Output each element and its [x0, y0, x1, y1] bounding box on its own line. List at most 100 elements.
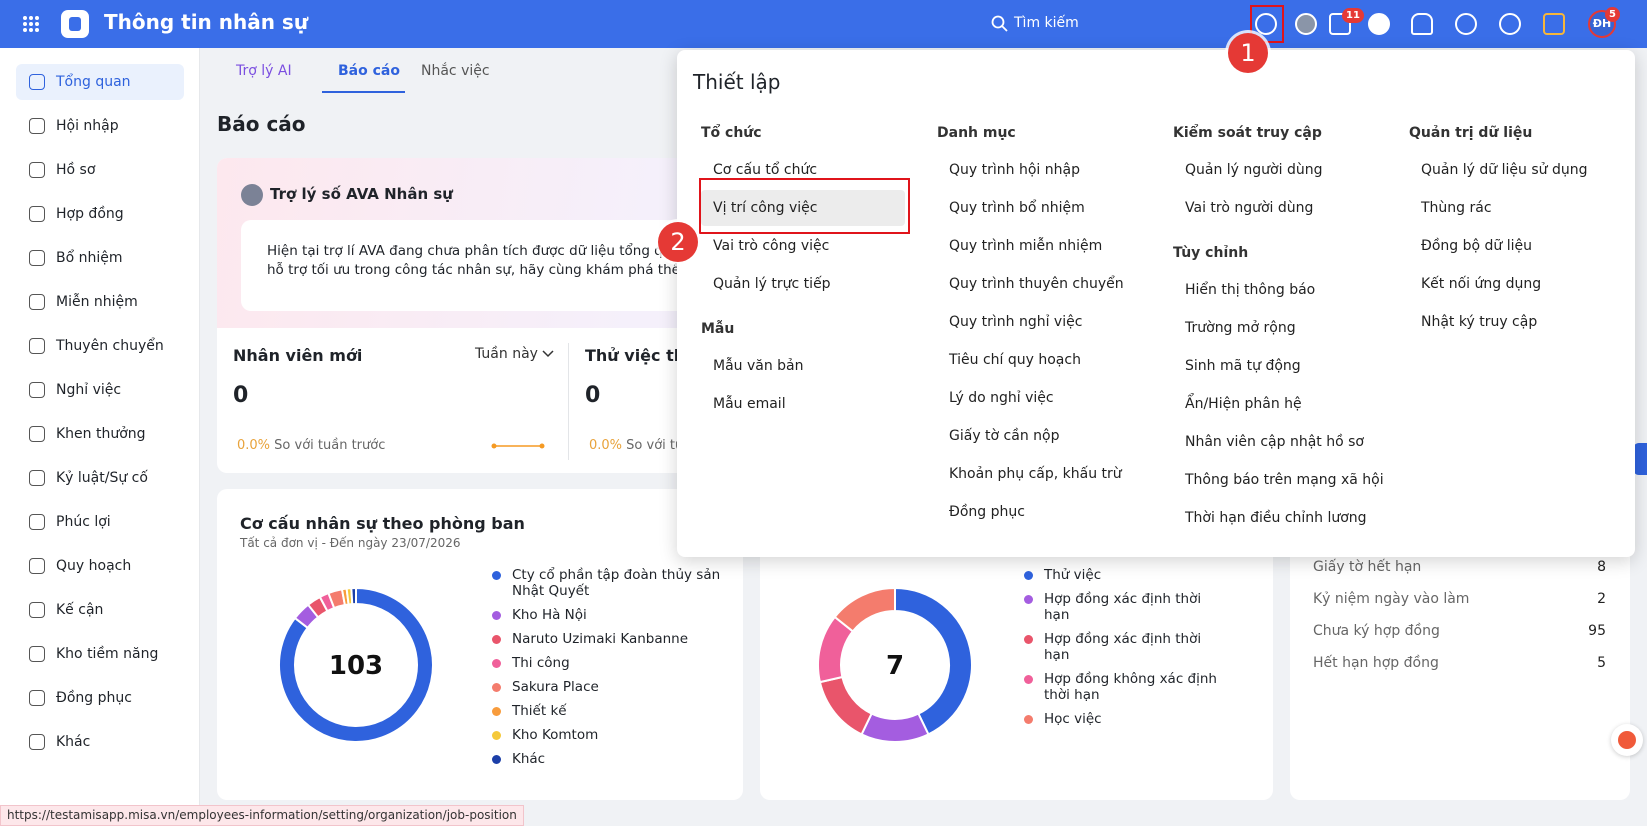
menu-item[interactable]: Thông báo trên mạng xã hội: [1185, 472, 1384, 488]
period-select[interactable]: Tuần này: [475, 346, 554, 362]
tab[interactable]: Báo cáo: [338, 63, 400, 79]
donut-total: 7: [886, 651, 904, 681]
sidebar-item[interactable]: Bổ nhiệm: [16, 240, 184, 276]
menu-item[interactable]: Thùng rác: [1421, 200, 1492, 216]
reminder-label: Chưa ký hợp đồng: [1313, 623, 1440, 639]
menu-item[interactable]: Quản lý trực tiếp: [713, 276, 831, 292]
top-bar: Thông tin nhân sự Tìm kiếm 11 ĐH 5: [0, 0, 1647, 48]
help-icon[interactable]: [1455, 13, 1477, 35]
apps-shortcut-icon[interactable]: [1329, 13, 1351, 35]
search-icon[interactable]: [991, 15, 1009, 33]
sidebar-label: Nghỉ việc: [56, 382, 122, 398]
sidebar-item[interactable]: Quy hoạch: [16, 548, 184, 584]
tab[interactable]: Trợ lý AI: [236, 63, 292, 79]
more-icon[interactable]: [1499, 13, 1521, 35]
sidebar-item[interactable]: Nghỉ việc: [16, 372, 184, 408]
legend-swatch: [1024, 571, 1033, 580]
menu-item[interactable]: Hiển thị thông báo: [1185, 282, 1316, 298]
legend-swatch: [492, 731, 501, 740]
chat-icon[interactable]: [1368, 13, 1390, 35]
user-avatar-icon[interactable]: [1295, 13, 1317, 35]
menu-item[interactable]: Sinh mã tự động: [1185, 358, 1301, 374]
menu-item[interactable]: Quản lý người dùng: [1185, 162, 1323, 178]
menu-item[interactable]: Tiêu chí quy hoạch: [949, 352, 1081, 368]
menu-item[interactable]: Nhân viên cập nhật hồ sơ: [1185, 434, 1364, 450]
sidebar-item[interactable]: Hồ sơ: [16, 152, 184, 188]
menu-item[interactable]: Thời hạn điều chỉnh lương: [1185, 510, 1367, 526]
sidebar-icon: [29, 602, 45, 618]
sidebar-label: Bổ nhiệm: [56, 250, 123, 266]
legend-swatch: [492, 611, 501, 620]
sidebar-item[interactable]: Miễn nhiệm: [16, 284, 184, 320]
menu-column: Tổ chức Cơ cấu tổ chức Vị trí công việc Vai…: [701, 115, 931, 423]
legend-label: Học việc: [1044, 711, 1102, 727]
menu-item[interactable]: Vai trò người dùng: [1185, 200, 1314, 216]
menu-item[interactable]: Vai trò công việc: [713, 238, 830, 254]
menu-item[interactable]: Mẫu email: [713, 396, 786, 412]
legend-item: Hợp đồng không xác định thời hạn: [1024, 671, 1224, 703]
menu-item[interactable]: Quản lý dữ liệu sử dụng: [1421, 162, 1588, 178]
sidebar-label: Đồng phục: [56, 690, 132, 706]
sidebar-label: Kế cận: [56, 602, 104, 618]
menu-item[interactable]: Vị trí công việc: [701, 190, 905, 226]
stat-change: 0.0% So với tu: [589, 438, 683, 453]
reward-icon[interactable]: [1543, 13, 1565, 35]
menu-item[interactable]: Lý do nghỉ việc: [949, 390, 1054, 406]
reminder-label: Giấy tờ hết hạn: [1313, 559, 1422, 575]
sidebar-item[interactable]: Hợp đồng: [16, 196, 184, 232]
menu-item[interactable]: Ẩn/Hiện phân hệ: [1185, 396, 1302, 412]
donut-chart: 103: [278, 586, 434, 743]
bell-icon[interactable]: [1411, 13, 1433, 35]
sidebar-item[interactable]: Phúc lợi: [16, 504, 184, 540]
menu-item[interactable]: Đồng phục: [949, 504, 1025, 520]
menu-item[interactable]: Quy trình thuyên chuyển: [949, 276, 1124, 292]
donut-slice: [894, 586, 973, 736]
side-panel-toggle[interactable]: [1633, 443, 1647, 475]
legend-swatch: [492, 571, 501, 580]
menu-item[interactable]: Kết nối ứng dụng: [1421, 276, 1542, 292]
menu-item[interactable]: Đồng bộ dữ liệu: [1421, 238, 1533, 254]
menu-item[interactable]: Quy trình nghỉ việc: [949, 314, 1083, 330]
menu-item[interactable]: Giấy tờ cần nộp: [949, 428, 1060, 444]
apps-icon[interactable]: [22, 15, 40, 33]
menu-item[interactable]: Quy trình bổ nhiệm: [949, 200, 1085, 216]
period-label: Tuần này: [475, 346, 538, 362]
sidebar-item[interactable]: Khen thưởng: [16, 416, 184, 452]
menu-heading: Mẫu: [701, 321, 735, 337]
menu-item[interactable]: Trường mở rộng: [1185, 320, 1296, 336]
sidebar-icon: [29, 338, 45, 354]
menu-title: Thiết lập: [693, 70, 781, 94]
sidebar-item[interactable]: Tổng quan: [16, 64, 184, 100]
menu-item[interactable]: Cơ cấu tổ chức: [713, 162, 818, 178]
sidebar-item[interactable]: Kỷ luật/Sự cố: [16, 460, 184, 496]
sidebar-icon: [29, 294, 45, 310]
reminder-count: 8: [1597, 559, 1606, 575]
tab[interactable]: Nhắc việc: [421, 63, 490, 79]
assistant-button[interactable]: [1611, 724, 1643, 756]
menu-item[interactable]: Nhật ký truy cập: [1421, 314, 1538, 330]
menu-heading: Quản trị dữ liệu: [1409, 125, 1533, 141]
app-title: Thông tin nhân sự: [104, 10, 309, 34]
menu-item[interactable]: Quy trình hội nhập: [949, 162, 1080, 178]
menu-item[interactable]: Mẫu văn bản: [713, 358, 804, 374]
settings-menu: Thiết lập Tổ chức Cơ cấu tổ chức Vị trí cô…: [677, 50, 1635, 557]
settings-icon[interactable]: [1255, 13, 1277, 35]
user-avatar[interactable]: ĐH: [1588, 10, 1616, 38]
sidebar-label: Kỷ luật/Sự cố: [56, 470, 148, 486]
donut-slice: [833, 586, 896, 633]
sidebar-item[interactable]: Kế cận: [16, 592, 184, 628]
sidebar-label: Kho tiềm năng: [56, 646, 159, 662]
sidebar-item[interactable]: Khác: [16, 724, 184, 760]
sidebar-item[interactable]: Thuyên chuyển: [16, 328, 184, 364]
search-box[interactable]: Tìm kiếm: [1014, 15, 1079, 31]
legend-item: Thiết kế: [492, 703, 722, 719]
sidebar-label: Khen thưởng: [56, 426, 146, 442]
sidebar-item[interactable]: Kho tiềm năng: [16, 636, 184, 672]
sidebar-item[interactable]: Hội nhập: [16, 108, 184, 144]
legend-item: Học việc: [1024, 711, 1224, 727]
stat-change: 0.0% So với tuần trước: [237, 438, 385, 453]
menu-item[interactable]: Quy trình miễn nhiệm: [949, 238, 1103, 254]
sidebar-item[interactable]: Đồng phục: [16, 680, 184, 716]
menu-item[interactable]: Khoản phụ cấp, khấu trừ: [949, 466, 1122, 482]
